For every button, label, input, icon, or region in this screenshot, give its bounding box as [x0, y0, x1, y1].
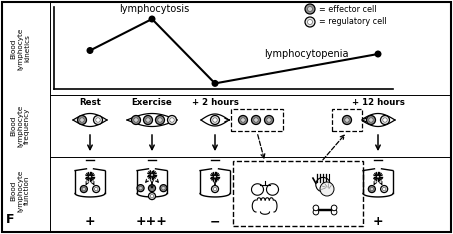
Circle shape	[212, 80, 218, 87]
Text: +++: +++	[136, 215, 168, 228]
Circle shape	[213, 187, 217, 191]
Circle shape	[170, 118, 174, 122]
Text: Blood
lymphocyte
frequency: Blood lymphocyte frequency	[10, 105, 30, 147]
Circle shape	[267, 118, 271, 122]
Text: lymphocytosis: lymphocytosis	[119, 4, 189, 14]
Circle shape	[241, 118, 245, 122]
Circle shape	[212, 186, 218, 193]
Text: +: +	[373, 215, 383, 228]
Text: = regulatory cell: = regulatory cell	[319, 18, 386, 26]
Circle shape	[251, 116, 260, 124]
Circle shape	[131, 116, 140, 124]
Circle shape	[158, 118, 162, 122]
Circle shape	[137, 185, 144, 192]
Circle shape	[375, 51, 381, 58]
Circle shape	[93, 116, 102, 124]
Circle shape	[368, 186, 376, 193]
Text: +: +	[85, 215, 95, 228]
Circle shape	[150, 174, 154, 176]
Circle shape	[383, 118, 387, 122]
Text: F: F	[6, 213, 14, 226]
Circle shape	[89, 175, 92, 178]
Circle shape	[149, 193, 155, 200]
Circle shape	[381, 116, 390, 124]
Circle shape	[305, 17, 315, 27]
Text: Blood
lymphocyte
kinetics: Blood lymphocyte kinetics	[10, 27, 30, 70]
Circle shape	[331, 209, 337, 215]
Circle shape	[313, 205, 319, 211]
Circle shape	[160, 185, 167, 192]
Circle shape	[211, 116, 220, 124]
Circle shape	[144, 116, 153, 124]
Circle shape	[381, 186, 388, 193]
Text: + 12 hours: + 12 hours	[352, 98, 405, 107]
Circle shape	[149, 15, 155, 22]
Text: Exercise: Exercise	[132, 98, 173, 107]
Circle shape	[149, 185, 155, 192]
Text: + 2 hours: + 2 hours	[192, 98, 238, 107]
Text: lymphocytopenia: lymphocytopenia	[264, 49, 349, 59]
Circle shape	[331, 205, 337, 211]
Circle shape	[146, 118, 150, 122]
Circle shape	[382, 187, 386, 191]
Circle shape	[168, 116, 177, 124]
Text: Blood
lymphocyte
function: Blood lymphocyte function	[10, 169, 30, 212]
Circle shape	[345, 118, 349, 122]
Circle shape	[369, 118, 373, 122]
Bar	[233, 161, 363, 226]
Circle shape	[155, 116, 164, 124]
Circle shape	[150, 194, 154, 198]
Circle shape	[238, 116, 247, 124]
Circle shape	[308, 7, 313, 11]
Text: Rest: Rest	[79, 98, 101, 107]
Circle shape	[87, 47, 93, 54]
Circle shape	[80, 186, 87, 193]
Text: = effector cell: = effector cell	[319, 4, 376, 14]
Bar	[332, 109, 362, 131]
Circle shape	[316, 177, 330, 192]
Circle shape	[162, 186, 165, 190]
Circle shape	[82, 187, 86, 191]
Circle shape	[366, 116, 376, 124]
Circle shape	[376, 175, 380, 178]
Circle shape	[342, 116, 352, 124]
Circle shape	[214, 175, 217, 178]
Circle shape	[96, 118, 100, 122]
Circle shape	[370, 187, 374, 191]
Circle shape	[150, 186, 154, 190]
Circle shape	[80, 118, 84, 122]
Circle shape	[94, 187, 98, 191]
Circle shape	[265, 116, 274, 124]
Circle shape	[308, 19, 313, 25]
Circle shape	[77, 116, 87, 124]
Circle shape	[305, 4, 315, 14]
Text: −: −	[210, 215, 220, 228]
Circle shape	[134, 118, 138, 122]
Circle shape	[320, 182, 334, 196]
Circle shape	[139, 186, 142, 190]
Circle shape	[93, 186, 100, 193]
Circle shape	[213, 118, 217, 122]
Circle shape	[254, 118, 258, 122]
Circle shape	[313, 209, 319, 215]
Bar	[231, 109, 283, 131]
